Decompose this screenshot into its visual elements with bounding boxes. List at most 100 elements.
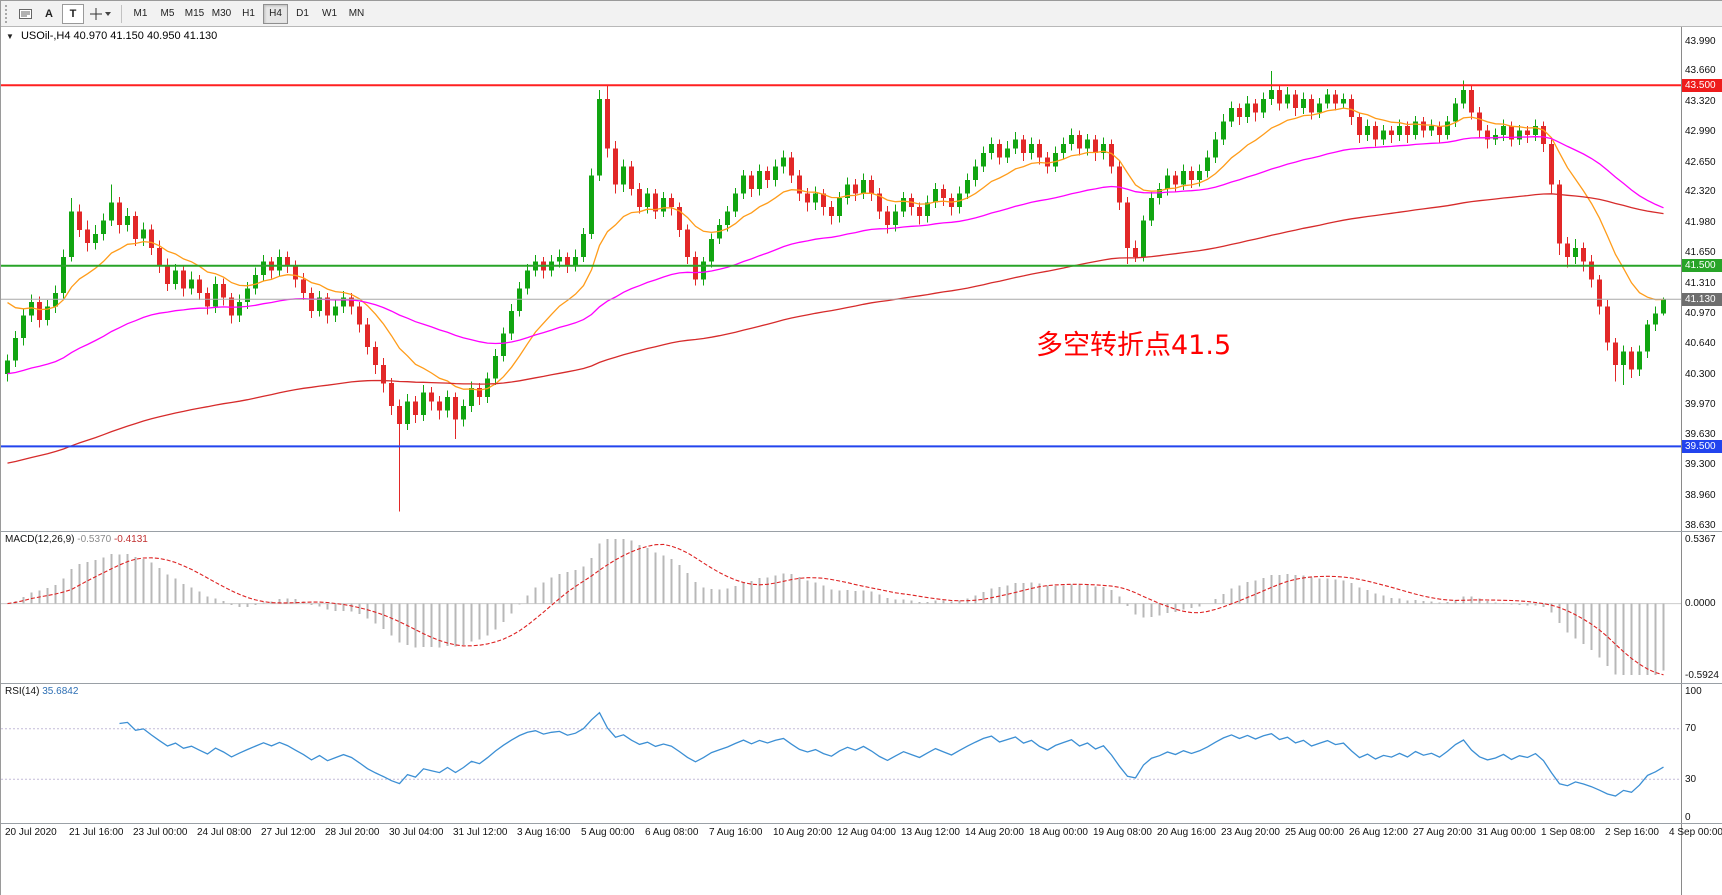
time-label: 30 Jul 04:00 <box>389 827 444 838</box>
timeframe-M5[interactable]: M5 <box>155 4 180 24</box>
time-label: 20 Aug 16:00 <box>1157 827 1216 838</box>
price-badge-39.500: 39.500 <box>1682 439 1722 453</box>
price-tick: 43.320 <box>1685 96 1716 107</box>
time-label: 5 Aug 00:00 <box>581 827 635 838</box>
toolbar-separator <box>121 4 122 23</box>
time-label: 1 Sep 08:00 <box>1541 827 1595 838</box>
text-tool-label: T <box>69 7 77 20</box>
rsi-scale-tick: 30 <box>1685 773 1697 785</box>
time-label: 2 Sep 16:00 <box>1605 827 1659 838</box>
time-label: 4 Sep 00:00 <box>1669 827 1722 838</box>
price-tick: 40.970 <box>1685 308 1716 320</box>
crosshair-icon <box>90 7 102 20</box>
time-label: 10 Aug 20:00 <box>773 827 832 838</box>
macd-label: MACD(12,26,9) -0.5370 -0.4131 <box>5 534 148 545</box>
ma-line-150 <box>7 193 1664 464</box>
timeframe-MN[interactable]: MN <box>344 4 369 24</box>
time-label: 28 Jul 20:00 <box>325 827 380 838</box>
time-label: 13 Aug 12:00 <box>901 827 960 838</box>
price-tick: 41.310 <box>1685 277 1716 289</box>
price-badge-41.130: 41.130 <box>1682 292 1722 306</box>
ma-line-55 <box>7 136 1664 375</box>
text-tool-button[interactable]: T <box>62 3 84 24</box>
symbol-dropdown-icon: ▼ <box>6 32 14 41</box>
price-scale[interactable]: 43.990 43.660 43.320 42.990 42.650 42.320 41.9… <box>1681 27 1722 895</box>
rsi-scale-tick: 100 <box>1685 685 1702 697</box>
time-label: 24 Jul 08:00 <box>197 827 252 838</box>
font-tool-label: A <box>45 7 53 20</box>
macd-scale-tick: 0.0000 <box>1685 598 1716 610</box>
timeframe-H1[interactable]: H1 <box>236 4 261 24</box>
panel-separator <box>1 823 1722 824</box>
macd-name: MACD(12,26,9) <box>5 534 75 545</box>
price-tick: 39.970 <box>1685 398 1716 410</box>
time-label: 6 Aug 08:00 <box>645 827 699 838</box>
rsi-label: RSI(14) 35.6842 <box>5 686 78 697</box>
price-badge-43.500: 43.500 <box>1682 78 1722 92</box>
rsi-scale-tick: 0 <box>1685 811 1691 823</box>
panel-separator[interactable] <box>1 531 1722 532</box>
ma-line-13 <box>7 107 1664 391</box>
timeframe-H4[interactable]: H4 <box>263 3 288 24</box>
chart-canvas[interactable]: ▼ USOil-,H4 40.970 41.150 40.950 41.130 … <box>1 27 1722 895</box>
time-label: 14 Aug 20:00 <box>965 827 1024 838</box>
price-tick: 42.650 <box>1685 156 1716 168</box>
price-tick: 38.960 <box>1685 489 1716 501</box>
rsi-scale-tick: 70 <box>1685 723 1697 735</box>
toolbar: A T M1 M5 M15 M30 H1 H4 D1 W1 MN <box>1 1 1722 27</box>
time-axis[interactable]: 20 Jul 2020 21 Jul 16:00 23 Jul 00:00 24 Ju… <box>1 827 1722 843</box>
time-label: 27 Aug 20:00 <box>1413 827 1472 838</box>
rsi-line <box>119 711 1664 797</box>
symbol-ohlc-text: USOil-,H4 40.970 41.150 40.950 41.130 <box>20 30 218 42</box>
price-tick: 39.300 <box>1685 459 1716 470</box>
timeframe-M30[interactable]: M30 <box>209 4 234 24</box>
macd-signal-value: -0.4131 <box>113 534 148 545</box>
time-label: 18 Aug 00:00 <box>1029 827 1088 838</box>
rsi-value: 35.6842 <box>42 686 79 697</box>
cursor-tool-button[interactable] <box>86 4 115 24</box>
time-label: 31 Jul 12:00 <box>453 827 508 838</box>
time-label: 31 Aug 00:00 <box>1477 827 1536 838</box>
timeframe-M15[interactable]: M15 <box>182 4 207 24</box>
time-label: 19 Aug 08:00 <box>1093 827 1152 838</box>
time-label: 7 Aug 16:00 <box>709 827 763 838</box>
rsi-name: RSI(14) <box>5 686 40 697</box>
price-tick: 41.650 <box>1685 246 1716 258</box>
timeframe-W1[interactable]: W1 <box>317 4 342 24</box>
panel-separator[interactable] <box>1 683 1722 684</box>
time-label: 3 Aug 16:00 <box>517 827 571 838</box>
timeframe-M1[interactable]: M1 <box>128 4 153 24</box>
symbol-info: ▼ USOil-,H4 40.970 41.150 40.950 41.130 <box>6 30 217 42</box>
price-tick: 40.300 <box>1685 368 1716 380</box>
dropdown-caret-icon <box>105 11 111 16</box>
price-tick: 43.660 <box>1685 65 1716 77</box>
price-tick: 41.980 <box>1685 217 1716 228</box>
macd-signal-line <box>7 543 1664 676</box>
font-tool-button[interactable]: A <box>38 4 60 24</box>
plot-svg[interactable] <box>1 27 1681 895</box>
price-tick: 43.990 <box>1685 35 1716 47</box>
macd-scale-tick: -0.5924 <box>1685 669 1719 681</box>
price-tick: 40.640 <box>1685 338 1716 349</box>
price-tick: 39.630 <box>1685 429 1716 441</box>
timeframe-group: M1 M5 M15 M30 H1 H4 D1 W1 MN <box>127 3 370 24</box>
chart-annotation-text[interactable]: 多空转折点41.5 <box>1036 330 1232 361</box>
time-label: 20 Jul 2020 <box>5 827 57 838</box>
timeframe-D1[interactable]: D1 <box>290 4 315 24</box>
toolbar-grip-handle[interactable] <box>5 4 9 23</box>
time-label: 21 Jul 16:00 <box>69 827 124 838</box>
list-icon <box>18 8 32 19</box>
macd-scale-tick: 0.5367 <box>1685 533 1716 545</box>
macd-main-value: -0.5370 <box>77 534 112 545</box>
time-label: 26 Aug 12:00 <box>1349 827 1408 838</box>
price-tick: 42.320 <box>1685 186 1716 198</box>
candles-layer[interactable] <box>5 70 1666 512</box>
time-label: 12 Aug 04:00 <box>837 827 896 838</box>
time-label: 25 Aug 00:00 <box>1285 827 1344 838</box>
time-label: 27 Jul 12:00 <box>261 827 316 838</box>
price-tick: 38.630 <box>1685 519 1716 531</box>
time-label: 23 Jul 00:00 <box>133 827 188 838</box>
price-tick: 42.990 <box>1685 125 1716 137</box>
chart-list-button[interactable] <box>14 4 36 24</box>
